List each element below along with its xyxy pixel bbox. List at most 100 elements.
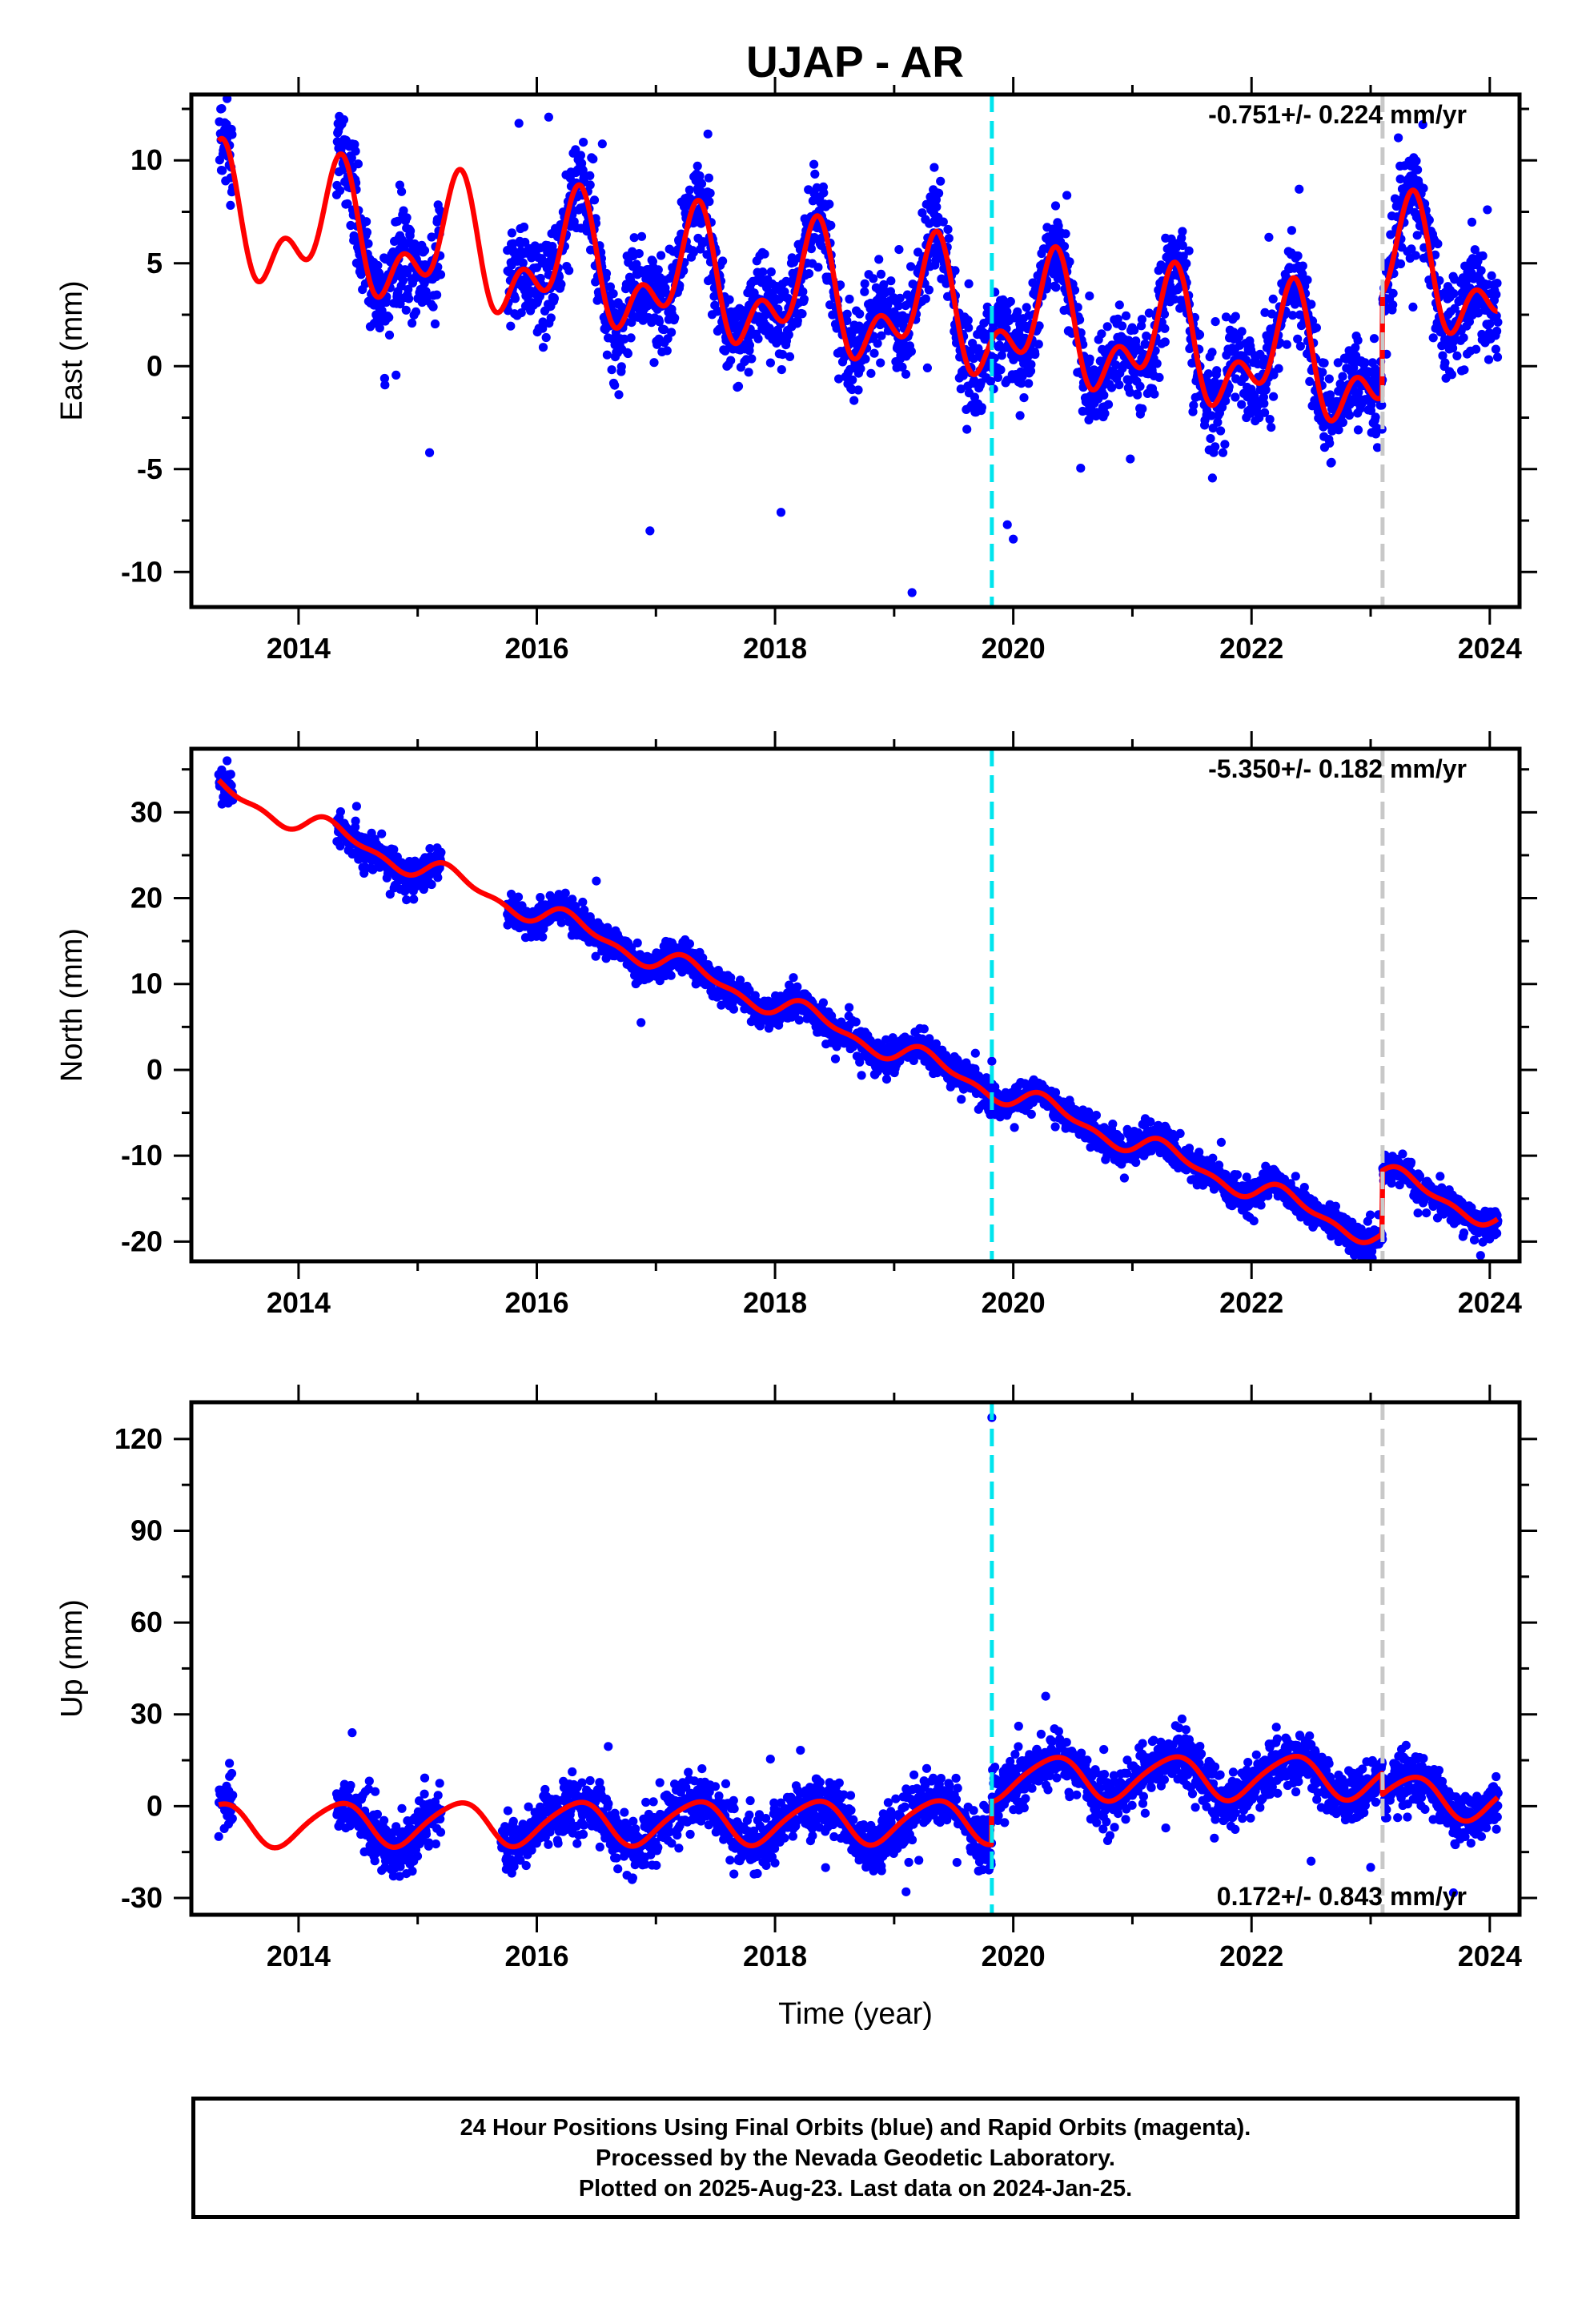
data-point: [1411, 156, 1421, 166]
data-point: [1293, 251, 1303, 261]
data-point: [855, 309, 865, 319]
data-point: [1433, 239, 1443, 249]
data-point: [636, 231, 647, 241]
data-point: [335, 807, 345, 817]
data-point: [1351, 343, 1360, 352]
data-point: [1265, 415, 1275, 424]
data-point: [956, 384, 966, 394]
data-point: [610, 380, 620, 390]
data-point: [1360, 358, 1370, 368]
data-point: [546, 313, 556, 323]
data-point: [866, 368, 876, 378]
data-point: [1327, 457, 1336, 468]
data-point: [548, 242, 557, 251]
data-point: [1220, 440, 1230, 449]
data-point: [1207, 473, 1217, 483]
data-point: [813, 263, 823, 272]
data-point: [699, 238, 709, 247]
data-point: [1097, 329, 1106, 339]
data-point: [1184, 246, 1194, 255]
data-point: [962, 424, 972, 434]
data-point: [893, 301, 904, 311]
data-point: [1290, 300, 1300, 309]
data-point: [1133, 390, 1142, 400]
data-point: [733, 381, 744, 391]
data-point: [1010, 1123, 1019, 1132]
data-point: [588, 155, 598, 164]
data-point: [1050, 1122, 1060, 1132]
data-point: [1017, 379, 1026, 388]
data-point: [964, 323, 974, 332]
data-point: [1159, 309, 1170, 319]
data-point: [1099, 390, 1109, 400]
data-point: [830, 1054, 841, 1063]
data-point: [571, 145, 580, 155]
data-point: [1282, 340, 1291, 349]
data-point: [1182, 259, 1191, 268]
data-point: [391, 370, 401, 380]
data-point: [626, 333, 636, 343]
data-point: [343, 199, 352, 209]
y-tick-label: 5: [147, 247, 163, 279]
data-point: [894, 245, 904, 255]
data-point: [845, 1003, 854, 1012]
outlier-point: [395, 180, 404, 190]
data-point: [1493, 317, 1503, 327]
data-point: [670, 313, 680, 323]
data-point: [1395, 259, 1406, 269]
data-point: [427, 879, 436, 890]
data-point: [1259, 399, 1269, 408]
data-point: [705, 197, 714, 207]
data-point: [1126, 454, 1135, 464]
data-point: [436, 270, 446, 279]
data-point: [1269, 392, 1279, 401]
data-points-north: [214, 756, 1503, 1261]
data-point: [856, 364, 865, 373]
data-point: [1160, 337, 1170, 347]
data-point: [353, 159, 363, 169]
data-point: [1237, 400, 1247, 409]
data-point: [556, 918, 566, 927]
data-point: [810, 169, 820, 179]
data-point: [1178, 251, 1188, 261]
data-point: [1054, 221, 1063, 231]
data-point: [1140, 340, 1150, 349]
data-point: [1178, 227, 1187, 236]
data-point: [433, 873, 443, 883]
data-point: [876, 358, 885, 368]
data-point: [1211, 317, 1220, 327]
data-point: [1408, 302, 1418, 312]
data-point: [842, 316, 852, 326]
data-point: [1450, 304, 1460, 313]
data-point: [1428, 333, 1438, 343]
data-point: [1287, 226, 1296, 235]
data-point: [1085, 354, 1094, 364]
data-point: [1338, 372, 1347, 381]
data-point: [1114, 380, 1124, 390]
outlier-point: [597, 139, 607, 149]
data-point: [1324, 374, 1334, 384]
data-point: [1319, 358, 1329, 368]
data-point: [869, 274, 878, 283]
data-point: [1106, 383, 1117, 392]
data-point: [842, 309, 852, 319]
data-point: [351, 816, 360, 826]
data-point: [538, 343, 548, 352]
data-point: [662, 346, 672, 356]
data-point: [968, 339, 978, 348]
data-point: [1307, 300, 1316, 309]
data-point: [666, 971, 676, 980]
data-point: [436, 847, 446, 857]
data-point: [396, 300, 405, 309]
data-point: [1411, 251, 1420, 260]
data-point: [226, 770, 235, 779]
data-point: [1160, 324, 1170, 333]
data-point: [430, 319, 440, 329]
outlier-point: [223, 94, 232, 103]
panel-north: 2014 2016 2018 2020 2022 2024-20-100102030Nor…: [55, 731, 1537, 1319]
data-point: [996, 365, 1006, 375]
data-point: [1166, 234, 1176, 243]
data-point: [226, 200, 235, 210]
data-point: [819, 188, 829, 198]
plot-area-east: [215, 94, 1503, 607]
